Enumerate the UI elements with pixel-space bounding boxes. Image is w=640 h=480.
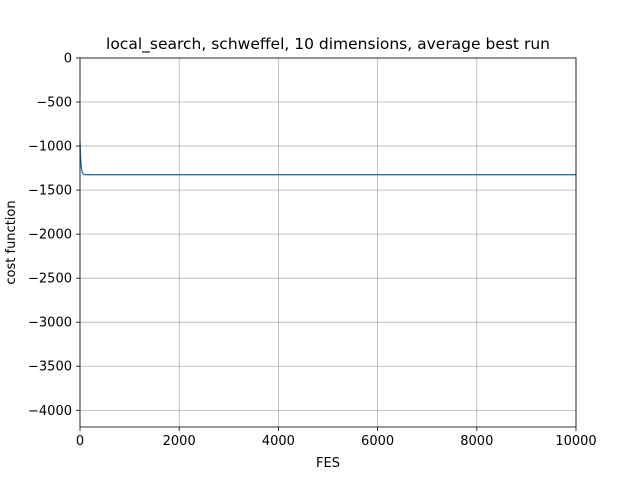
x-tick-label: 4000 <box>262 434 295 449</box>
y-axis: 0 −500 −1000 −1500 −2000 −2500 −3000 −3500 −4000 <box>28 52 80 419</box>
y-tick-label: 0 <box>64 52 72 67</box>
grid <box>79 57 577 427</box>
x-tick-label: 6000 <box>361 434 394 449</box>
chart-title: local_search, schweffel, 10 dimensions, … <box>106 35 550 54</box>
y-tick-label: −2000 <box>28 228 72 243</box>
plot-area <box>80 58 576 427</box>
x-tick-label: 0 <box>76 434 84 449</box>
y-tick-label: −4000 <box>28 404 72 419</box>
x-tick-label: 10000 <box>555 434 596 449</box>
x-tick-label: 8000 <box>460 434 493 449</box>
y-tick-label: −500 <box>36 96 72 111</box>
x-tick-label: 2000 <box>163 434 196 449</box>
y-tick-label: −3500 <box>28 360 72 375</box>
y-tick-label: −1000 <box>28 140 72 155</box>
x-axis-label: FES <box>316 456 340 471</box>
plot-frame <box>79 57 577 428</box>
series-line <box>79 142 576 176</box>
y-tick-label: −3000 <box>28 316 72 331</box>
y-tick-label: −2500 <box>28 272 72 287</box>
series-layer <box>79 142 576 176</box>
y-axis-label: cost function <box>4 200 19 284</box>
y-tick-label: −1500 <box>28 184 72 199</box>
x-axis: 0 2000 4000 6000 8000 10000 <box>76 427 597 449</box>
